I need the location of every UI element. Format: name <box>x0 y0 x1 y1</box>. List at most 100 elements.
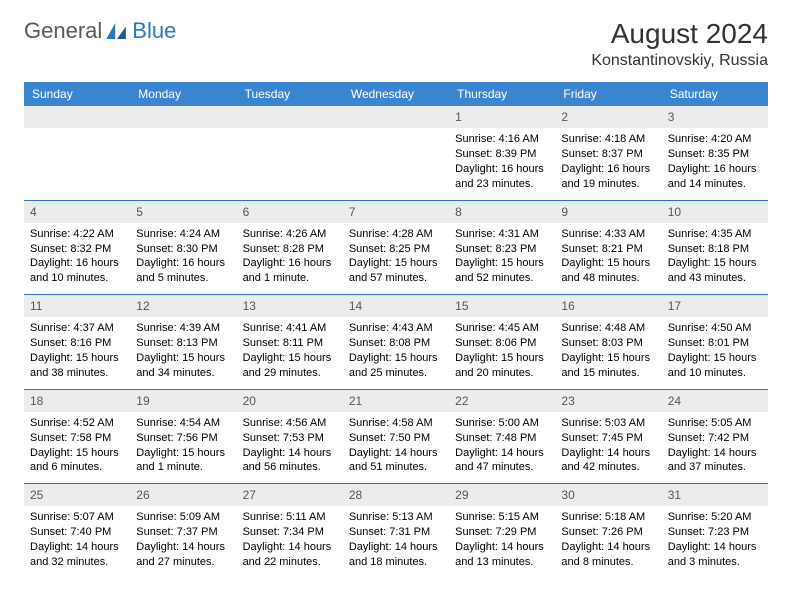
day-header: Wednesday <box>343 82 449 106</box>
sunrise-line: Sunrise: 5:18 AM <box>561 510 655 525</box>
sunrise-line: Sunrise: 4:43 AM <box>349 321 443 336</box>
calendar-cell: 3Sunrise: 4:20 AMSunset: 8:35 PMDaylight… <box>662 106 768 200</box>
calendar-cell: 27Sunrise: 5:11 AMSunset: 7:34 PMDayligh… <box>237 484 343 578</box>
calendar-cell <box>130 106 236 200</box>
day-number: 15 <box>449 295 555 317</box>
sunset-line: Sunset: 8:16 PM <box>30 336 124 351</box>
sunset-line: Sunset: 7:48 PM <box>455 431 549 446</box>
sunrise-line: Sunrise: 4:22 AM <box>30 227 124 242</box>
calendar-cell: 13Sunrise: 4:41 AMSunset: 8:11 PMDayligh… <box>237 295 343 389</box>
daylight-line: Daylight: 15 hours and 52 minutes. <box>455 256 549 286</box>
calendar-cell: 31Sunrise: 5:20 AMSunset: 7:23 PMDayligh… <box>662 484 768 578</box>
daylight-line: Daylight: 16 hours and 10 minutes. <box>30 256 124 286</box>
daylight-line: Daylight: 14 hours and 42 minutes. <box>561 446 655 476</box>
day-number <box>130 106 236 128</box>
sunset-line: Sunset: 7:45 PM <box>561 431 655 446</box>
calendar-cell: 9Sunrise: 4:33 AMSunset: 8:21 PMDaylight… <box>555 201 661 295</box>
calendar-cell: 1Sunrise: 4:16 AMSunset: 8:39 PMDaylight… <box>449 106 555 200</box>
sunset-line: Sunset: 8:01 PM <box>668 336 762 351</box>
sunset-line: Sunset: 7:29 PM <box>455 525 549 540</box>
sunrise-line: Sunrise: 4:35 AM <box>668 227 762 242</box>
sunrise-line: Sunrise: 5:03 AM <box>561 416 655 431</box>
sunrise-line: Sunrise: 4:26 AM <box>243 227 337 242</box>
calendar-cell: 19 Sunrise: 4:54 AMSunset: 7:56 PMDayligh… <box>130 390 236 484</box>
calendar-cell: 10Sunrise: 4:35 AMSunset: 8:18 PMDayligh… <box>662 201 768 295</box>
sunrise-line: Sunrise: 4:54 AM <box>136 416 230 431</box>
title-block: August 2024 Konstantinovskiy, Russia <box>591 18 768 70</box>
sunrise-line: Sunrise: 5:13 AM <box>349 510 443 525</box>
calendar-cell: 29Sunrise: 5:15 AMSunset: 7:29 PMDayligh… <box>449 484 555 578</box>
day-header: Saturday <box>662 82 768 106</box>
daylight-line: Daylight: 15 hours and 20 minutes. <box>455 351 549 381</box>
daylight-line: Daylight: 15 hours and 29 minutes. <box>243 351 337 381</box>
daylight-line: Daylight: 14 hours and 51 minutes. <box>349 446 443 476</box>
day-number: 3 <box>662 106 768 128</box>
sunrise-line: Sunrise: 4:56 AM <box>243 416 337 431</box>
calendar-cell: 6Sunrise: 4:26 AMSunset: 8:28 PMDaylight… <box>237 201 343 295</box>
sunset-line: Sunset: 8:18 PM <box>668 242 762 257</box>
sunrise-line: Sunrise: 4:18 AM <box>561 132 655 147</box>
sunset-line: Sunset: 7:56 PM <box>136 431 230 446</box>
sunrise-line: Sunrise: 4:39 AM <box>136 321 230 336</box>
logo: General Blue <box>24 18 176 44</box>
day-number: 22 <box>449 390 555 412</box>
sunrise-line: Sunrise: 4:52 AM <box>30 416 124 431</box>
calendar-cell: 20Sunrise: 4:56 AMSunset: 7:53 PMDayligh… <box>237 390 343 484</box>
day-number: 16 <box>555 295 661 317</box>
day-number: 31 <box>662 484 768 506</box>
sunset-line: Sunset: 8:37 PM <box>561 147 655 162</box>
calendar-cell: 18Sunrise: 4:52 AMSunset: 7:58 PMDayligh… <box>24 390 130 484</box>
calendar-cell: 28Sunrise: 5:13 AMSunset: 7:31 PMDayligh… <box>343 484 449 578</box>
calendar-cell: 2Sunrise: 4:18 AMSunset: 8:37 PMDaylight… <box>555 106 661 200</box>
day-number: 2 <box>555 106 661 128</box>
sunrise-line: Sunrise: 4:33 AM <box>561 227 655 242</box>
calendar-cell: 12Sunrise: 4:39 AMSunset: 8:13 PMDayligh… <box>130 295 236 389</box>
daylight-line: Daylight: 15 hours and 38 minutes. <box>30 351 124 381</box>
daylight-line: Daylight: 15 hours and 10 minutes. <box>668 351 762 381</box>
sunrise-line: Sunrise: 4:16 AM <box>455 132 549 147</box>
calendar-cell: 14Sunrise: 4:43 AMSunset: 8:08 PMDayligh… <box>343 295 449 389</box>
calendar-cell: 17Sunrise: 4:50 AMSunset: 8:01 PMDayligh… <box>662 295 768 389</box>
calendar-cell: 23 Sunrise: 5:03 AMSunset: 7:45 PMDayligh… <box>555 390 661 484</box>
day-number: 24 <box>662 390 768 412</box>
calendar-grid: SundayMondayTuesdayWednesdayThursdayFrid… <box>24 82 768 578</box>
sunrise-line: Sunrise: 4:24 AM <box>136 227 230 242</box>
day-number: 23 <box>555 390 661 412</box>
sunset-line: Sunset: 7:53 PM <box>243 431 337 446</box>
daylight-line: Daylight: 15 hours and 15 minutes. <box>561 351 655 381</box>
day-number: 7 <box>343 201 449 223</box>
sunset-line: Sunset: 8:39 PM <box>455 147 549 162</box>
day-number: 19 <box>130 390 236 412</box>
calendar-cell: 8Sunrise: 4:31 AMSunset: 8:23 PMDaylight… <box>449 201 555 295</box>
daylight-line: Daylight: 14 hours and 37 minutes. <box>668 446 762 476</box>
sunrise-line: Sunrise: 5:05 AM <box>668 416 762 431</box>
sunrise-line: Sunrise: 4:50 AM <box>668 321 762 336</box>
daylight-line: Daylight: 15 hours and 1 minute. <box>136 446 230 476</box>
sunset-line: Sunset: 8:28 PM <box>243 242 337 257</box>
sunset-line: Sunset: 8:30 PM <box>136 242 230 257</box>
daylight-line: Daylight: 16 hours and 5 minutes. <box>136 256 230 286</box>
day-number: 26 <box>130 484 236 506</box>
sunrise-line: Sunrise: 5:09 AM <box>136 510 230 525</box>
sunset-line: Sunset: 8:32 PM <box>30 242 124 257</box>
daylight-line: Daylight: 16 hours and 23 minutes. <box>455 162 549 192</box>
sunset-line: Sunset: 8:21 PM <box>561 242 655 257</box>
day-number: 14 <box>343 295 449 317</box>
calendar-cell: 7Sunrise: 4:28 AMSunset: 8:25 PMDaylight… <box>343 201 449 295</box>
sunset-line: Sunset: 8:25 PM <box>349 242 443 257</box>
day-number: 10 <box>662 201 768 223</box>
day-number: 11 <box>24 295 130 317</box>
day-header: Tuesday <box>237 82 343 106</box>
calendar-cell <box>237 106 343 200</box>
daylight-line: Daylight: 15 hours and 34 minutes. <box>136 351 230 381</box>
daylight-line: Daylight: 14 hours and 32 minutes. <box>30 540 124 570</box>
sunset-line: Sunset: 8:11 PM <box>243 336 337 351</box>
location: Konstantinovskiy, Russia <box>591 52 768 70</box>
calendar-cell: 22Sunrise: 5:00 AMSunset: 7:48 PMDayligh… <box>449 390 555 484</box>
calendar-cell: 16Sunrise: 4:48 AMSunset: 8:03 PMDayligh… <box>555 295 661 389</box>
sunset-line: Sunset: 8:08 PM <box>349 336 443 351</box>
calendar-cell: 21Sunrise: 4:58 AMSunset: 7:50 PMDayligh… <box>343 390 449 484</box>
header: General Blue August 2024 Konstantinovski… <box>24 18 768 70</box>
calendar-cell: 25Sunrise: 5:07 AMSunset: 7:40 PMDayligh… <box>24 484 130 578</box>
day-number: 20 <box>237 390 343 412</box>
